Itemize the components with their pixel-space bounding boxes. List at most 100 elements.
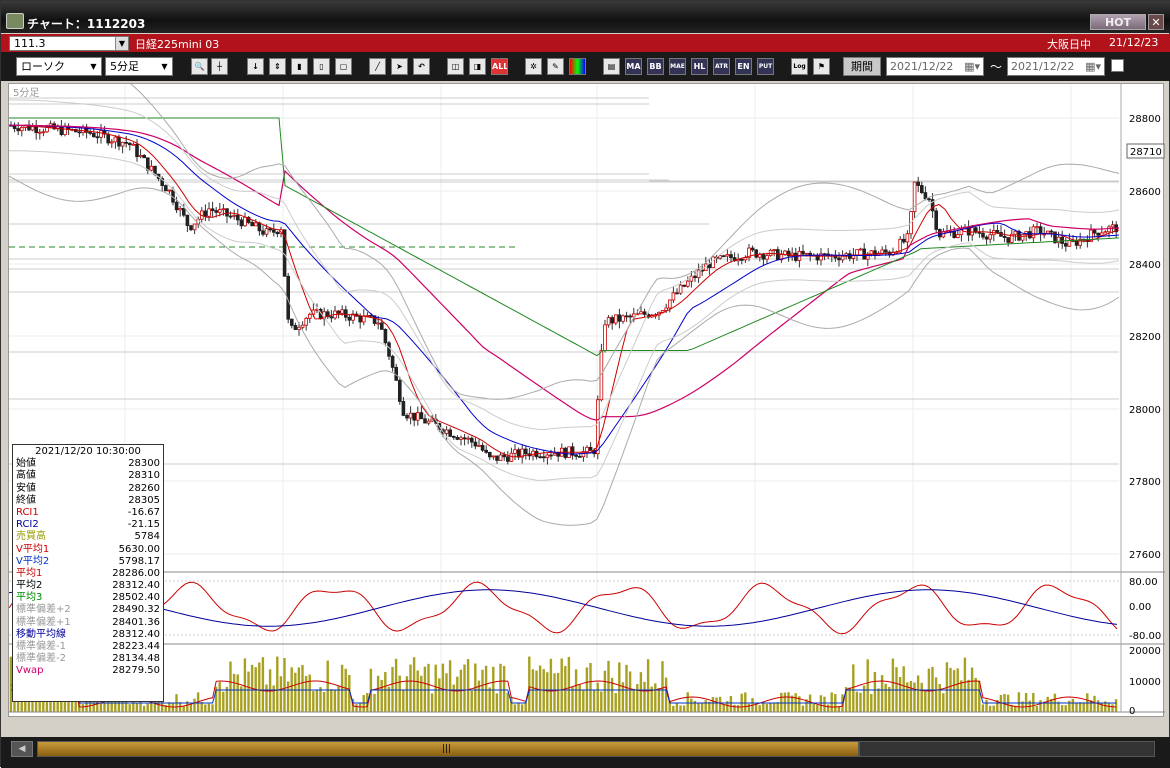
interval-select[interactable]: 5分足 ▼ (105, 57, 173, 76)
volume-bar (952, 670, 956, 712)
ma-button[interactable]: MA (625, 58, 642, 75)
zoom-icon[interactable]: 🔍 (191, 58, 208, 75)
chevron-down-icon[interactable]: ▼ (161, 62, 168, 71)
date-to-field[interactable]: 2021/12/22 ▦▾ (1007, 57, 1105, 76)
volume-bar (16, 693, 20, 712)
checkbox[interactable] (1111, 59, 1124, 72)
volume-bar (736, 705, 740, 712)
candle-body (585, 446, 589, 452)
candle-body (862, 248, 866, 260)
color-icon[interactable] (569, 58, 586, 75)
crosshair-icon[interactable]: ┼ (211, 58, 228, 75)
scroll-left-arrow-icon[interactable]: ◀ (11, 741, 33, 757)
price-axis-label: 28800 (1129, 114, 1161, 125)
market-name: 大阪日中 (1047, 38, 1091, 51)
volume-bar (754, 703, 758, 712)
close-button[interactable]: ✕ (1148, 14, 1164, 30)
volume-bar (531, 669, 535, 712)
volume-bar (384, 672, 387, 712)
volume-bar (430, 693, 434, 712)
wrench-icon[interactable]: ✎ (547, 58, 564, 75)
volume-bar (416, 670, 419, 712)
hl-button[interactable]: HL (691, 58, 708, 75)
settings-icon[interactable]: ✲ (525, 58, 542, 75)
line-draw-icon[interactable]: ╱ (369, 58, 386, 75)
candle-body (678, 284, 683, 294)
candle-body (606, 317, 611, 326)
candle-body (12, 125, 17, 129)
volume-bar (265, 684, 268, 712)
chevron-down-icon[interactable]: ▼ (90, 62, 97, 71)
zoom-in-icon[interactable]: ◫ (447, 58, 464, 75)
candle-body (552, 452, 557, 456)
osc-axis-label: 80.00 (1129, 577, 1158, 588)
atr-button[interactable]: ATR (713, 58, 730, 75)
symbol-info-bar: 日経225mini 03 大阪日中 21/12/23 (1, 34, 1170, 52)
volume-bar (844, 687, 848, 712)
symbol-code-select[interactable]: 111.3 ▼ (9, 36, 129, 51)
bar-icon[interactable]: ▮ (291, 58, 308, 75)
flag-icon[interactable]: ⚑ (813, 58, 830, 75)
candle-body (664, 307, 668, 312)
interval-value: 5分足 (110, 60, 139, 73)
volume-bar (628, 671, 632, 712)
volume-bar (315, 689, 319, 712)
candle-body (261, 230, 265, 235)
volume-bar (402, 690, 405, 712)
volume-bar (898, 676, 902, 712)
volume-bar (9, 656, 13, 712)
volume-bar (636, 684, 639, 712)
volume-bar (1111, 704, 1114, 712)
candle-body (930, 199, 935, 212)
candle-body (372, 315, 377, 324)
candle-body (1049, 230, 1054, 233)
range-icon[interactable]: ⇕ (269, 58, 286, 75)
ma-button-alt[interactable]: ▤ (603, 58, 620, 75)
volume-bar (164, 705, 167, 712)
volume-bar (880, 675, 884, 712)
chart-canvas[interactable]: 5分足 28800 28600 28400 28200 28000 27800 27600 8… (8, 54, 1165, 733)
chevron-down-icon[interactable]: ▼ (115, 37, 128, 50)
mae-button[interactable]: MAE (669, 58, 686, 75)
candle-body (174, 201, 179, 211)
candle-body (41, 131, 46, 134)
candle-body (1038, 226, 1043, 235)
volume-bar (322, 692, 326, 712)
candle-body (444, 429, 449, 434)
chart-type-select[interactable]: ローソク ▼ (16, 57, 102, 76)
candle-body (135, 143, 139, 158)
bb-button[interactable]: BB (647, 58, 664, 75)
hot-button[interactable]: HOT (1090, 14, 1146, 30)
period-button[interactable]: 期間 (843, 57, 881, 76)
disabled-icon[interactable]: ▢ (335, 58, 352, 75)
all-button[interactable]: ALL (491, 58, 508, 75)
candle-body (574, 454, 578, 457)
cursor-icon[interactable]: ➤ (391, 58, 408, 75)
candle-body (614, 314, 618, 324)
data-row: 終値 28305 (16, 495, 160, 507)
chart-plot-area[interactable]: 5分足 28800 28600 28400 28200 28000 27800 27600 8… (8, 54, 1165, 733)
volume-bar (938, 684, 941, 712)
bollinger-mid-lower-line (9, 150, 1120, 481)
volume-bar (279, 676, 283, 712)
undo-icon[interactable]: ↶ (413, 58, 430, 75)
volume-bar (621, 682, 625, 712)
put-button[interactable]: PUT (757, 58, 774, 75)
time-scrollbar-track[interactable] (859, 741, 1155, 757)
candle-body (768, 249, 773, 257)
zoom-out-icon[interactable]: ◨ (469, 58, 486, 75)
down-arrow-icon[interactable]: ↓ (247, 58, 264, 75)
candle-icon[interactable]: ▯ (313, 58, 330, 75)
en-button[interactable]: EN (735, 58, 752, 75)
volume-bar (625, 664, 628, 712)
time-scrollbar-thumb[interactable]: ||| (37, 741, 859, 757)
candle-body (1060, 236, 1065, 244)
candle-body (401, 401, 406, 416)
data-row-value: 28286.00 (112, 567, 160, 579)
calendar-icon[interactable]: ▦▾ (1085, 60, 1101, 73)
date-from-field[interactable]: 2021/12/22 ▦▾ (886, 57, 984, 76)
grip-icon[interactable]: ||| (442, 744, 452, 754)
title-bar[interactable]: チャート：1112203 HOT ✕ (1, 1, 1170, 33)
calendar-icon[interactable]: ▦▾ (964, 60, 980, 73)
log-button[interactable]: Log (791, 58, 808, 75)
